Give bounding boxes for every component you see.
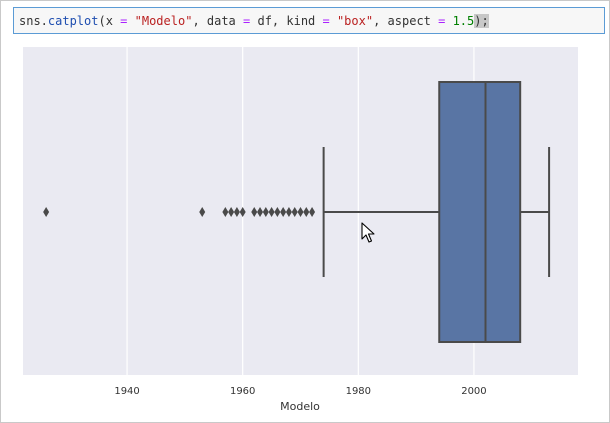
code-token: , data: [192, 14, 244, 28]
code-operator: =: [438, 14, 446, 28]
outlier-point: [309, 207, 316, 217]
outlier-point: [257, 207, 264, 217]
mouse-cursor-icon: [361, 222, 375, 249]
outlier-point: [199, 207, 206, 217]
code-token: sns.: [19, 14, 48, 28]
outlier-point: [303, 207, 310, 217]
outlier-point: [297, 207, 304, 217]
x-tick-label: 1960: [230, 386, 255, 397]
outlier-point: [239, 207, 246, 217]
code-cell[interactable]: sns.catplot(x = "Modelo", data = df, kin…: [13, 7, 605, 34]
code-line[interactable]: sns.catplot(x = "Modelo", data = df, kin…: [19, 13, 489, 29]
code-string: "Modelo": [127, 14, 193, 28]
outlier-point: [251, 207, 258, 217]
x-tick-label: 1940: [114, 386, 139, 397]
code-string: "box": [329, 14, 374, 28]
outlier-point: [291, 207, 298, 217]
code-token-highlighted: );: [474, 14, 489, 28]
outlier-point: [274, 207, 281, 217]
outlier-point: [280, 207, 287, 217]
code-operator: =: [243, 14, 251, 28]
code-token: df, kind: [250, 14, 323, 28]
code-token: (: [98, 14, 106, 28]
code-token: , aspect: [373, 14, 439, 28]
x-tick-label: 2000: [461, 386, 486, 397]
outlier-point: [222, 207, 229, 217]
x-axis-label: Modelo: [280, 400, 320, 413]
code-number: 1.5: [445, 14, 475, 28]
outlier-point: [233, 207, 240, 217]
outlier-point: [268, 207, 275, 217]
outlier-point: [285, 207, 292, 217]
outlier-points: [43, 207, 316, 217]
code-token: x: [105, 14, 121, 28]
outlier-point: [262, 207, 269, 217]
code-function: catplot: [47, 14, 99, 28]
x-tick-label: 1980: [346, 386, 371, 397]
outlier-point: [228, 207, 235, 217]
outlier-point: [43, 207, 50, 217]
box-group: [322, 81, 551, 343]
code-operator: =: [322, 14, 330, 28]
code-operator: =: [120, 14, 128, 28]
x-tick-labels: 1940 1960 1980 2000: [114, 386, 486, 397]
box-iqr: [438, 81, 522, 343]
